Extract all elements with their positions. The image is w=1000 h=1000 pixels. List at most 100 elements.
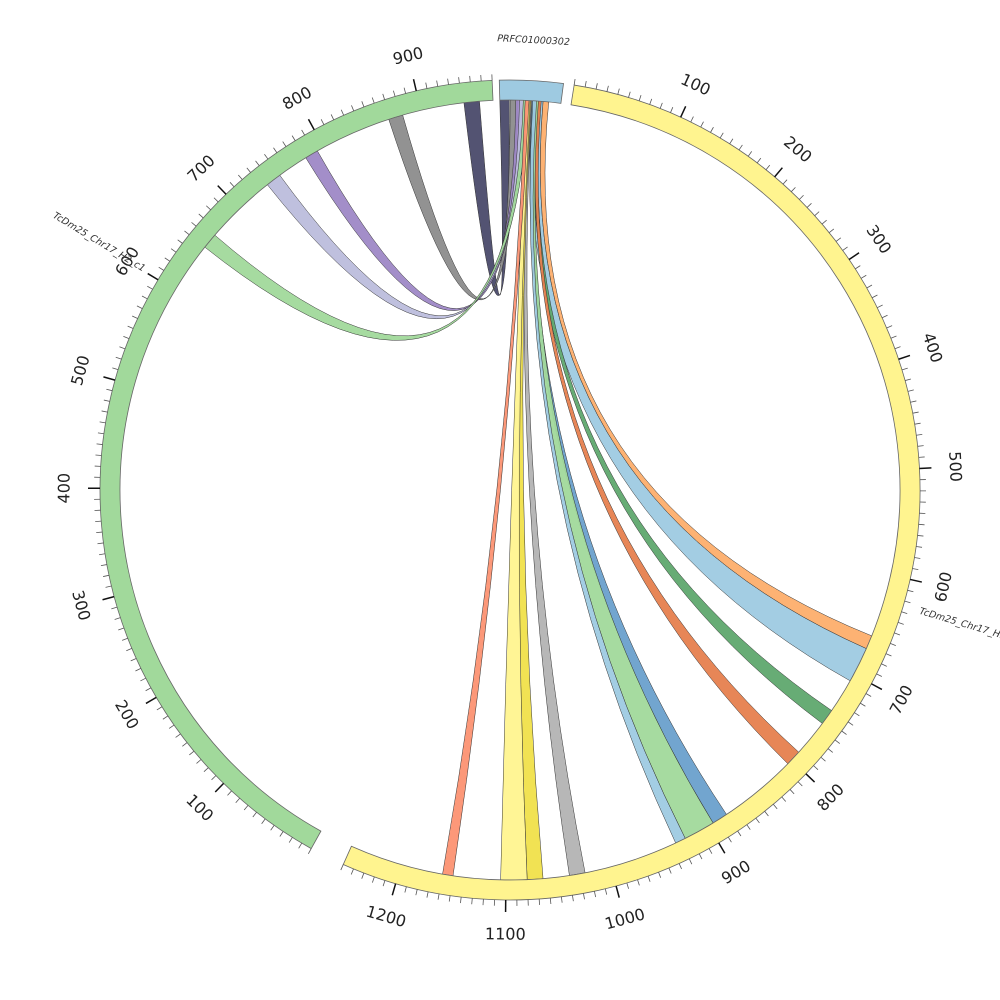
major-tick	[870, 683, 883, 691]
minor-tick	[835, 237, 842, 242]
minor-tick	[916, 546, 923, 548]
minor-tick	[708, 848, 713, 854]
minor-tick	[806, 203, 812, 208]
minor-tick	[865, 693, 872, 697]
minor-tick	[100, 564, 107, 567]
major-tick	[679, 105, 687, 118]
minor-tick	[842, 246, 848, 251]
major-tick	[898, 354, 911, 360]
minor-tick	[291, 135, 296, 141]
minor-tick	[205, 205, 211, 211]
minor-tick	[595, 83, 598, 90]
major-tick	[103, 376, 116, 381]
minor-tick	[813, 765, 819, 770]
minor-tick	[637, 879, 640, 886]
minor-tick	[658, 872, 662, 878]
minor-tick	[764, 811, 769, 817]
minor-tick	[98, 553, 106, 556]
minor-tick	[264, 153, 269, 160]
minor-tick	[649, 98, 653, 105]
minor-tick	[907, 589, 914, 593]
tick-label: 900	[391, 43, 425, 68]
minor-tick	[549, 897, 552, 905]
minor-tick	[854, 712, 860, 717]
minor-tick	[393, 90, 396, 97]
minor-tick	[746, 824, 751, 830]
minor-tick	[191, 222, 197, 227]
major-tick	[391, 883, 397, 896]
minor-tick	[894, 346, 901, 350]
tick-label: 900	[718, 856, 754, 888]
minor-tick	[626, 882, 629, 889]
minor-tick	[604, 888, 608, 895]
segment-h2	[99, 79, 494, 850]
minor-tick	[572, 895, 574, 902]
tick-label: 600	[931, 570, 956, 604]
minor-tick	[158, 266, 164, 271]
tick-label: 100	[182, 790, 217, 825]
minor-tick	[890, 335, 897, 339]
minor-tick	[917, 445, 924, 447]
major-tick	[214, 782, 225, 793]
major-tick	[615, 885, 620, 898]
major-tick	[147, 272, 159, 281]
minor-tick	[797, 781, 803, 787]
minor-tick	[126, 648, 132, 652]
minor-tick	[877, 304, 883, 309]
minor-tick	[765, 164, 771, 171]
tick-label: 1200	[364, 902, 408, 932]
minor-tick	[860, 702, 866, 707]
minor-tick	[782, 179, 788, 185]
minor-tick	[145, 687, 152, 692]
link-2	[388, 99, 518, 301]
minor-tick	[885, 653, 892, 657]
minor-tick	[211, 775, 217, 781]
minor-tick	[583, 893, 585, 900]
minor-tick	[789, 789, 795, 795]
minor-tick	[688, 858, 693, 865]
minor-tick	[279, 831, 284, 837]
minor-tick	[755, 817, 760, 824]
minor-tick	[164, 257, 170, 262]
major-tick	[848, 252, 860, 261]
tick-label: 1000	[603, 904, 647, 933]
minor-tick	[350, 868, 354, 875]
tick-label: 800	[813, 780, 848, 815]
minor-tick	[890, 642, 896, 646]
tick-label: 700	[886, 682, 917, 718]
minor-tick	[907, 389, 914, 392]
tick-label: 200	[111, 697, 143, 733]
major-tick	[718, 842, 726, 854]
major-tick	[217, 185, 227, 195]
minor-tick	[103, 574, 110, 577]
minor-tick	[678, 863, 682, 870]
minor-tick	[897, 622, 904, 625]
minor-tick	[127, 325, 134, 329]
minor-tick	[243, 805, 249, 811]
minor-tick	[710, 126, 714, 133]
minor-tick	[177, 239, 183, 244]
segment-name-h1: TcDm25_Chr17_H1	[918, 606, 1000, 642]
minor-tick	[130, 658, 137, 662]
minor-tick	[820, 756, 826, 762]
minor-tick	[916, 434, 923, 436]
tick-label: 400	[919, 330, 947, 365]
minor-tick	[361, 872, 365, 879]
minor-tick	[912, 411, 919, 414]
minor-tick	[136, 305, 143, 309]
minor-tick	[168, 724, 175, 729]
tick-label: 1100	[485, 924, 526, 943]
minor-tick	[203, 767, 209, 773]
minor-tick	[670, 107, 674, 113]
minor-tick	[103, 399, 110, 402]
minor-tick	[698, 853, 703, 860]
minor-tick	[659, 102, 663, 109]
tick-label: 800	[279, 83, 315, 114]
minor-tick	[881, 663, 887, 667]
minor-tick	[747, 151, 753, 157]
minor-tick	[198, 213, 204, 219]
minor-tick	[162, 715, 169, 720]
minor-tick	[821, 219, 827, 225]
minor-tick	[131, 315, 138, 319]
